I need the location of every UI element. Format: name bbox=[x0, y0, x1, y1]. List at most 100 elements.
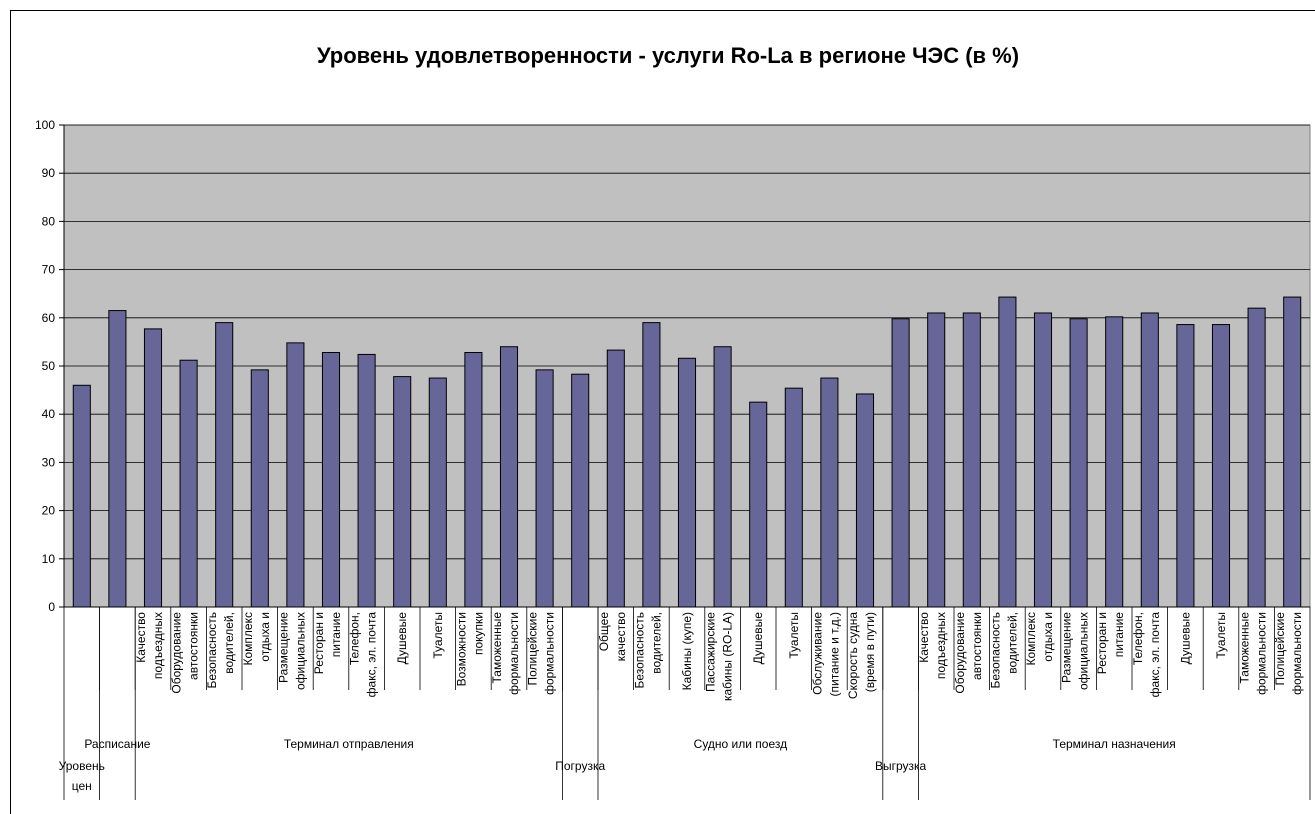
bar bbox=[677, 357, 697, 608]
x-tick-label: Телефон, bbox=[1131, 612, 1145, 665]
bar bbox=[606, 349, 625, 608]
x-tick-label: Кабины (купе) bbox=[680, 612, 694, 690]
x-tick-label: Оборудование bbox=[170, 612, 184, 694]
bar bbox=[571, 373, 590, 608]
x-tick-label: отдыха и bbox=[258, 612, 272, 662]
x-tick-label: Душевые bbox=[1178, 612, 1192, 665]
x-tick-label: водителей, bbox=[1005, 612, 1019, 674]
y-tick-label: 10 bbox=[42, 552, 56, 566]
group-label: Выгрузка bbox=[875, 759, 927, 773]
x-tick-label: Таможенные bbox=[1238, 612, 1252, 684]
x-tick-label: кабины (RO-LA) bbox=[721, 612, 735, 701]
x-tick-label: Туалеты bbox=[787, 612, 801, 659]
bar bbox=[642, 322, 661, 608]
bar bbox=[820, 377, 839, 608]
bar bbox=[286, 342, 305, 608]
x-tick-label: Скорость судна bbox=[846, 612, 860, 699]
bar bbox=[1176, 324, 1195, 608]
x-tick-label: Качество bbox=[917, 612, 931, 663]
bar bbox=[998, 296, 1017, 608]
bar bbox=[357, 353, 376, 608]
bar bbox=[1283, 296, 1302, 608]
group-label: Судно или поезд bbox=[694, 737, 787, 751]
bar bbox=[1211, 324, 1231, 608]
bar bbox=[1033, 312, 1053, 608]
x-tick-label: питание bbox=[1112, 612, 1126, 658]
x-tick-label: формальности bbox=[507, 612, 521, 695]
y-tick-label: 0 bbox=[48, 600, 55, 614]
bar bbox=[464, 352, 483, 608]
x-tick-label: Размещение bbox=[276, 612, 290, 683]
bar bbox=[179, 359, 198, 608]
bar bbox=[1247, 307, 1266, 608]
x-tick-label: подъездных bbox=[151, 612, 165, 679]
bar bbox=[393, 376, 412, 608]
group-label: Терминал отправления bbox=[284, 737, 414, 751]
x-tick-label: официальных bbox=[1077, 612, 1091, 690]
y-tick-label: 60 bbox=[42, 311, 56, 325]
bar bbox=[1105, 316, 1124, 608]
x-tick-label: Душевые bbox=[751, 612, 765, 665]
bar bbox=[927, 312, 946, 608]
y-tick-label: 50 bbox=[42, 359, 56, 373]
x-tick-label: Таможенные bbox=[490, 612, 504, 684]
bar bbox=[215, 322, 234, 608]
bar bbox=[321, 352, 341, 608]
x-tick-label: Безопасность bbox=[205, 612, 219, 689]
chart-title: Уровень удовлетворенности - услуги Ro-La… bbox=[317, 43, 1019, 68]
bar bbox=[713, 346, 732, 608]
x-tick-label: качество bbox=[614, 612, 628, 662]
x-tick-label: формальности bbox=[543, 612, 557, 695]
bar bbox=[72, 384, 91, 608]
x-tick-label: Туалеты bbox=[1214, 612, 1228, 659]
x-tick-label: Оборудование bbox=[953, 612, 967, 694]
x-tick-label: Безопасность bbox=[632, 612, 646, 689]
bar bbox=[499, 346, 519, 608]
x-tick-label: Безопасность bbox=[988, 612, 1002, 689]
x-tick-label: питание bbox=[329, 612, 343, 658]
bar bbox=[855, 393, 875, 608]
y-tick-label: 100 bbox=[35, 118, 55, 132]
x-tick-label: Возможности bbox=[454, 612, 468, 686]
y-tick-label: 90 bbox=[42, 166, 56, 180]
x-tick-label: Комплекс bbox=[241, 612, 255, 665]
bar bbox=[250, 369, 269, 608]
x-tick-label: автостоянки bbox=[187, 612, 201, 680]
x-tick-label: формальности bbox=[1290, 612, 1304, 695]
group-label: Уровень bbox=[59, 759, 105, 773]
y-tick-label: 20 bbox=[42, 504, 56, 518]
bar bbox=[749, 401, 768, 608]
x-tick-label: официальных bbox=[293, 612, 307, 690]
bar bbox=[108, 310, 127, 608]
x-tick-label: Комплекс bbox=[1024, 612, 1038, 665]
x-tick-label: отдыха и bbox=[1041, 612, 1055, 662]
x-tick-label: Пассажирские bbox=[704, 612, 718, 692]
y-tick-label: 40 bbox=[42, 407, 56, 421]
group-label: цен bbox=[72, 779, 92, 793]
bar bbox=[1140, 312, 1159, 608]
x-tick-label: Телефон, bbox=[348, 612, 362, 665]
x-tick-label: Ресторан и bbox=[1095, 612, 1109, 674]
bar bbox=[784, 387, 803, 608]
bar bbox=[143, 328, 163, 608]
x-tick-label: Ресторан и bbox=[312, 612, 326, 674]
x-tick-label: Размещение bbox=[1060, 612, 1074, 683]
group-label: Погрузка bbox=[555, 759, 605, 773]
x-tick-label: Туалеты bbox=[431, 612, 445, 659]
x-tick-label: (время в пути) bbox=[863, 612, 877, 692]
x-tick-label: Душевые bbox=[395, 612, 409, 665]
x-tick-label: формальности bbox=[1255, 612, 1269, 695]
x-tick-label: водителей, bbox=[222, 612, 236, 674]
x-tick-label: факс, эл. почта bbox=[1148, 612, 1162, 698]
bar bbox=[535, 369, 554, 608]
x-tick-label: Общее bbox=[597, 612, 611, 652]
x-tick-label: Качество bbox=[134, 612, 148, 663]
bar bbox=[1069, 318, 1088, 608]
x-tick-label: (питание и т.д.) bbox=[827, 612, 841, 696]
x-tick-label: Полицейские bbox=[526, 612, 540, 686]
x-tick-label: Полицейские bbox=[1273, 612, 1287, 686]
bar bbox=[428, 377, 447, 608]
group-label: Расписание bbox=[84, 737, 150, 751]
